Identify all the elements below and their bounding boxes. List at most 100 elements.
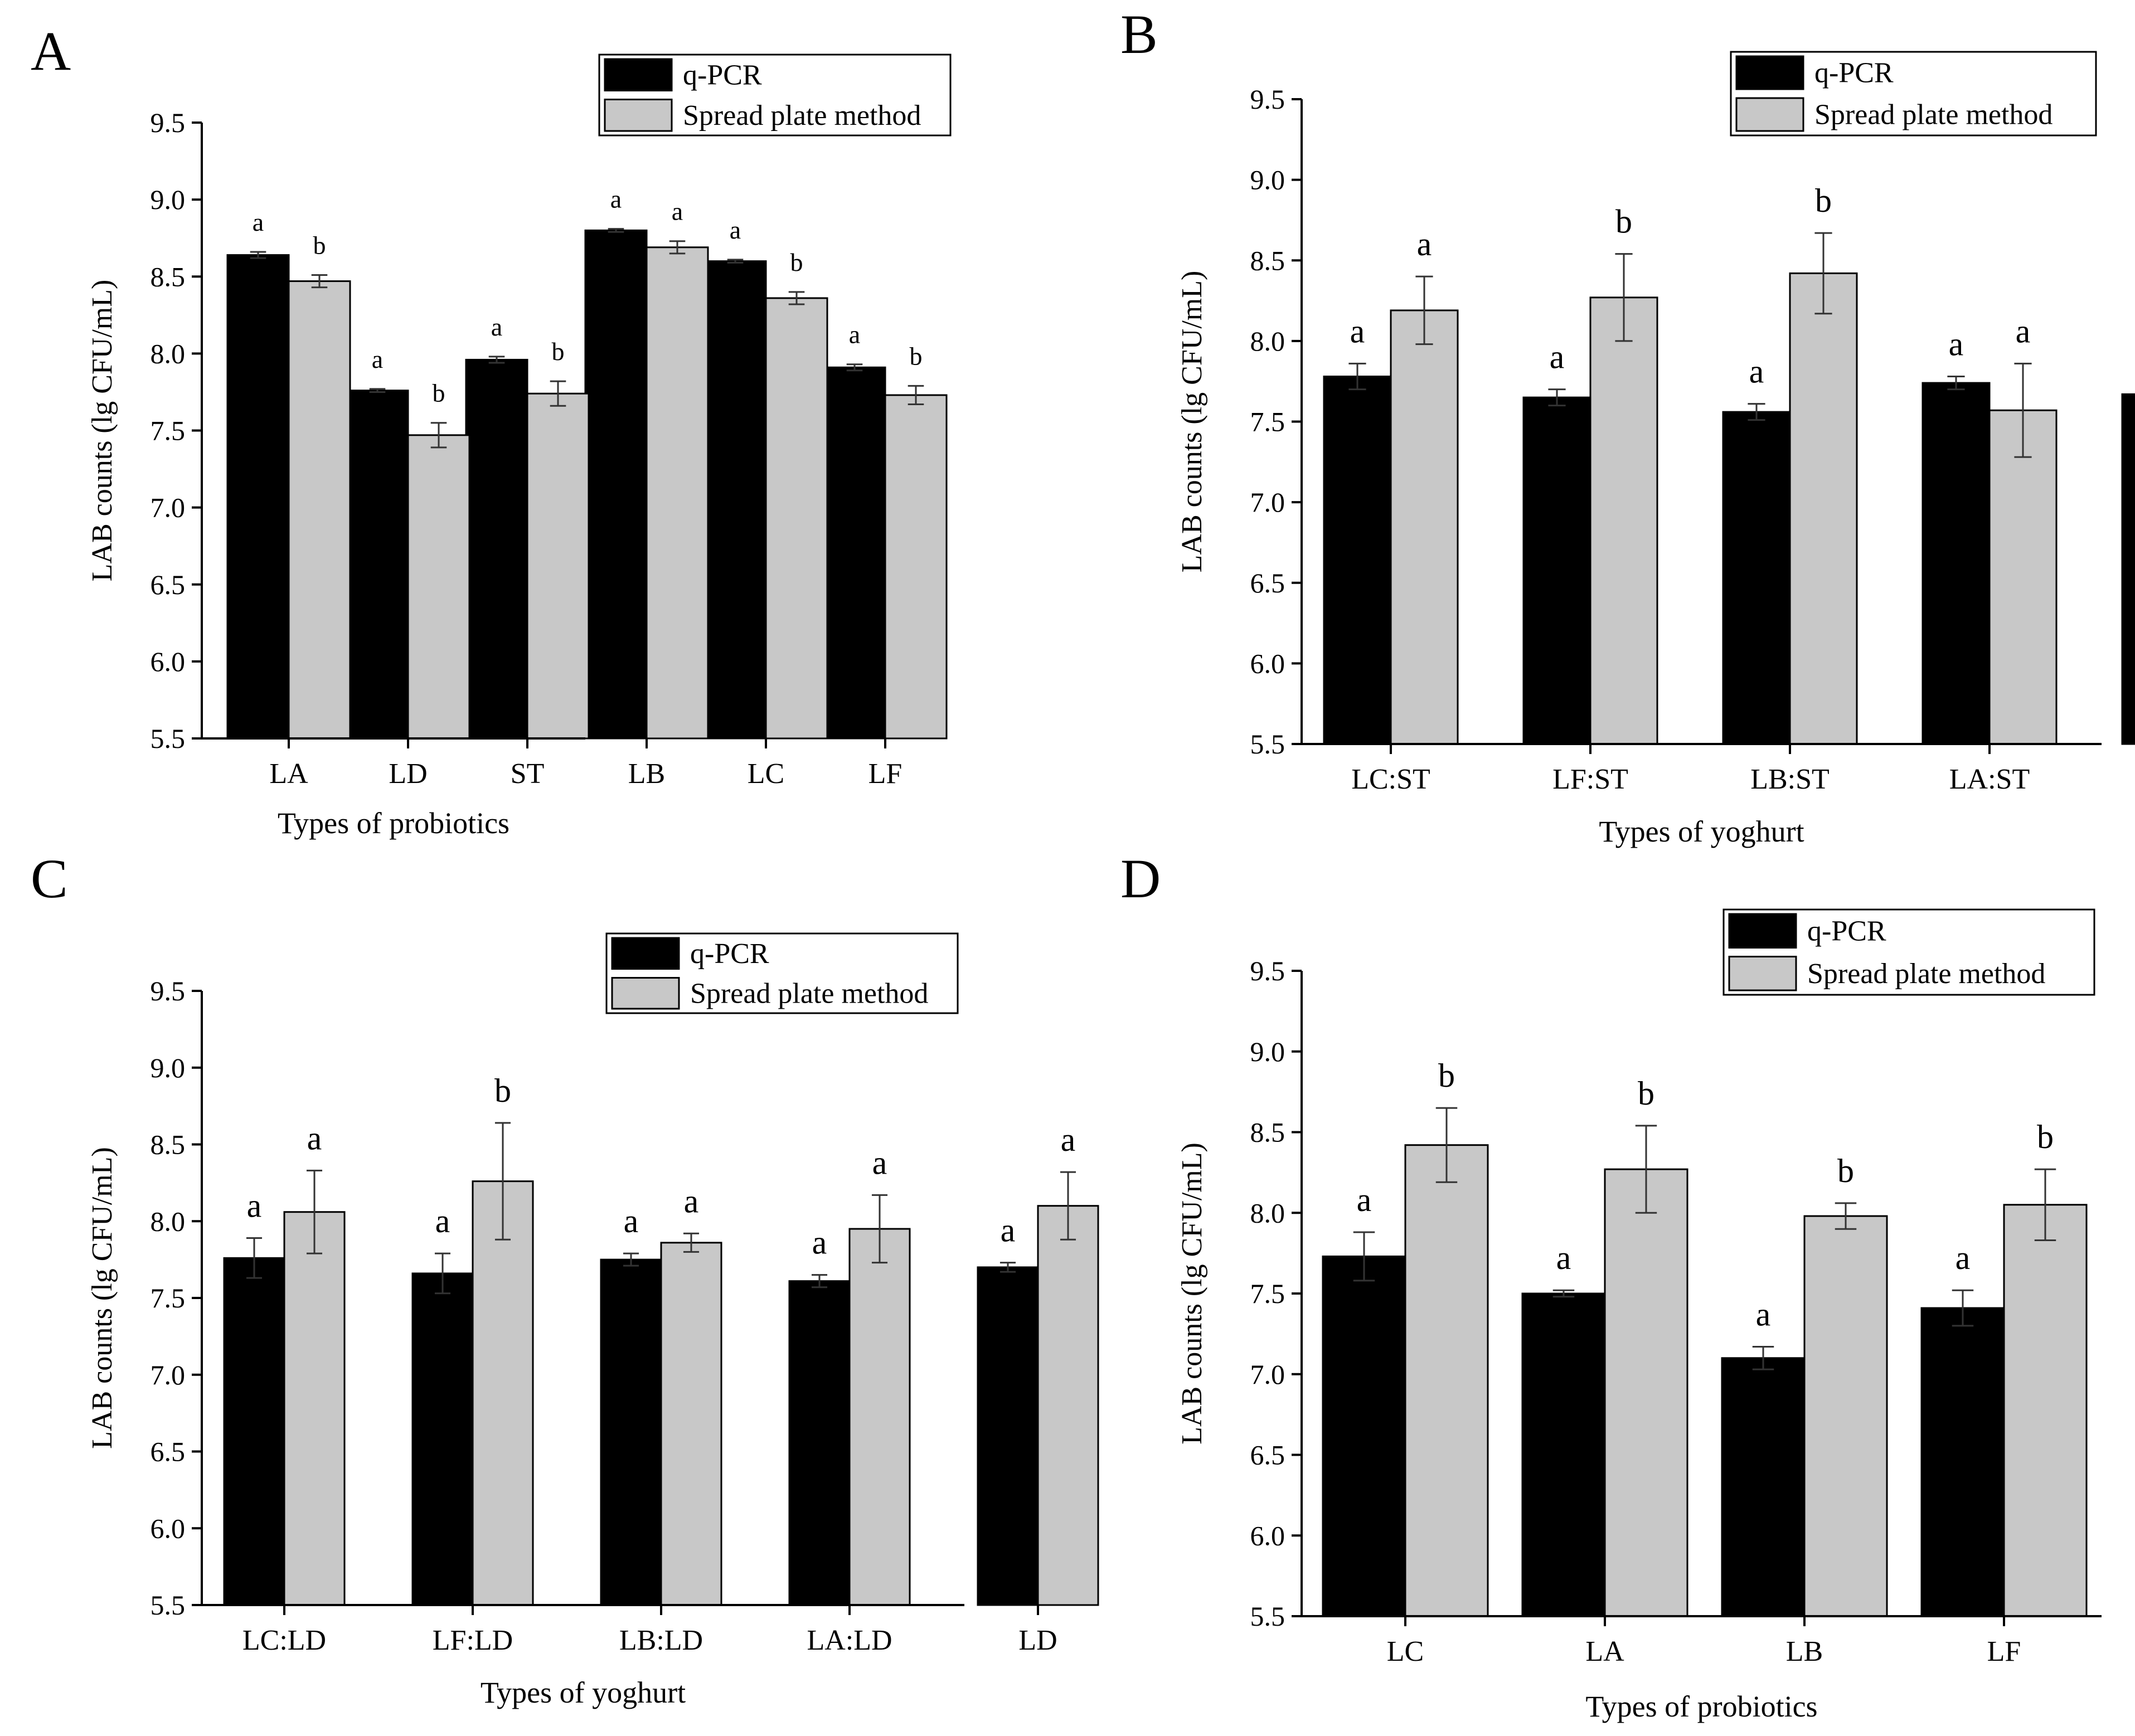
legend: q-PCR Spread plate method (1722, 908, 2095, 996)
y-tick-label: 6.0 (151, 646, 186, 677)
legend-label: q-PCR (683, 59, 762, 91)
significance-letter: b (433, 379, 445, 407)
panel-label: A (31, 20, 71, 82)
bar-qpcr (977, 1266, 1039, 1606)
bar-spread-plate (660, 1242, 722, 1606)
legend-label: q-PCR (1807, 915, 1886, 947)
legend-swatch-spread-plate (1735, 97, 1804, 132)
x-axis-title: Types of probiotics (1585, 1690, 1817, 1723)
x-tick-label: ST (511, 758, 545, 790)
x-tick-label: LD (389, 758, 427, 790)
y-tick-label: 5.5 (151, 1589, 186, 1621)
y-tick-label: 5.5 (1250, 728, 1285, 760)
bar-qpcr (1521, 1292, 1606, 1617)
significance-letter: a (1949, 326, 1964, 363)
significance-letter: a (872, 1144, 887, 1181)
bar-spread-plate (1589, 296, 1658, 745)
x-tick-label: LC:LD (242, 1625, 326, 1656)
significance-letter: a (1001, 1212, 1016, 1249)
x-tick-label: LB:LD (619, 1625, 703, 1656)
y-tick-label: 7.5 (151, 1282, 186, 1314)
legend-swatch-spread-plate (604, 99, 673, 132)
legend-swatch-qpcr (604, 58, 673, 91)
bar-spread-plate (1037, 1205, 1099, 1606)
legend-label: Spread plate method (683, 100, 921, 132)
x-tick-label: LB (1786, 1636, 1823, 1667)
legend-label: q-PCR (1814, 57, 1894, 89)
significance-letter: a (1357, 1181, 1372, 1218)
y-tick-label: 9.0 (1250, 164, 1285, 196)
y-tick-label: 7.0 (1250, 1359, 1285, 1390)
bar-qpcr (823, 366, 886, 740)
y-tick-label: 9.5 (151, 975, 186, 1006)
x-tick-label: LF:ST (1552, 764, 1628, 795)
y-tick-label: 9.0 (1250, 1036, 1285, 1067)
x-tick-label: LC (748, 758, 784, 790)
significance-letter: a (1749, 353, 1764, 390)
legend-label: Spread plate method (1814, 99, 2052, 131)
y-tick-label: 7.5 (1250, 406, 1285, 437)
significance-letter: a (849, 320, 860, 349)
legend-swatch-qpcr (1735, 55, 1804, 90)
y-axis-title: LAB counts (lg CFU/mL) (1176, 271, 1208, 573)
legend-swatch-qpcr (1728, 913, 1797, 949)
significance-letter: b (1438, 1057, 1455, 1094)
significance-letter: a (1956, 1239, 1971, 1276)
bar-qpcr (1920, 1307, 2005, 1617)
y-tick-label: 6.5 (1250, 567, 1285, 599)
bar-qpcr (1721, 1357, 1806, 1617)
significance-letter: a (2016, 313, 2031, 349)
y-tick-label: 7.5 (1250, 1278, 1285, 1309)
bar-spread-plate (2003, 1204, 2088, 1617)
significance-letter: a (372, 345, 383, 373)
bar-qpcr (411, 1272, 474, 1606)
bar-spread-plate (526, 392, 590, 740)
bar-spread-plate (288, 280, 351, 740)
chart-panel-c: C 5.5 6.0 6.5 7.0 7.5 8.0 8.5 9.0 9.5 a a a a a a b a a a LC… (31, 848, 1099, 1709)
y-tick-label: 7.0 (151, 492, 186, 523)
y-tick-label: 9.0 (151, 184, 186, 215)
x-axis-title: Types of yoghurt (1599, 815, 1804, 848)
significance-letter: b (790, 248, 803, 276)
x-tick-label: LC:ST (1351, 764, 1430, 795)
significance-letter: a (1350, 313, 1365, 349)
significance-letter: a (1756, 1296, 1771, 1333)
y-axis-title: LAB counts (lg CFU/mL) (1176, 1142, 1208, 1445)
x-tick-label: LC (1387, 1636, 1424, 1667)
y-tick-label: 8.0 (151, 338, 186, 369)
significance-letter: b (552, 337, 565, 366)
significance-letter: a (247, 1188, 262, 1224)
bar-spread-plate (407, 434, 470, 740)
legend: q-PCR Spread plate method (605, 932, 959, 1014)
legend-label: Spread plate method (690, 978, 928, 1009)
legend: q-PCR Spread plate method (1730, 51, 2097, 137)
chart-panel-b: B5.56.06.57.07.58.08.59.09.5aaaaaabbaaLC… (1120, 3, 2135, 848)
significance-letter: b (910, 342, 923, 370)
y-tick-label: 5.5 (1250, 1601, 1285, 1632)
bar-qpcr (1323, 376, 1392, 745)
legend-swatch-spread-plate (611, 977, 680, 1010)
bar-qpcr (703, 260, 767, 740)
significance-letter: a (1556, 1239, 1571, 1276)
legend: q-PCR Spread plate method (598, 54, 952, 137)
significance-letter: b (1815, 182, 1832, 219)
y-tick-label: 8.5 (151, 1129, 186, 1160)
x-tick-label: LD (1018, 1625, 1057, 1656)
y-tick-label: 6.5 (1250, 1440, 1285, 1471)
y-tick-label: 7.0 (1250, 487, 1285, 518)
bar-qpcr (2121, 393, 2135, 745)
x-tick-label: LB:ST (1750, 764, 1830, 795)
chart-panel-d: D 5.5 6.0 6.5 7.0 7.5 8.0 8.5 9.0 9.5 a a a a b b b b LC LA… (1120, 848, 2102, 1723)
significance-letter: b (494, 1072, 511, 1109)
bar-qpcr (223, 1257, 285, 1606)
x-tick-label: LB (628, 758, 665, 790)
bar-qpcr (788, 1280, 851, 1606)
y-tick-label: 8.5 (1250, 245, 1285, 276)
x-tick-label: LF (868, 758, 902, 790)
x-axis-title: Types of probiotics (278, 806, 510, 840)
bar-qpcr (1921, 382, 1991, 745)
x-tick-label: LF (1987, 1636, 2021, 1667)
significance-letter: a (624, 1203, 639, 1239)
bar-spread-plate (472, 1180, 534, 1606)
